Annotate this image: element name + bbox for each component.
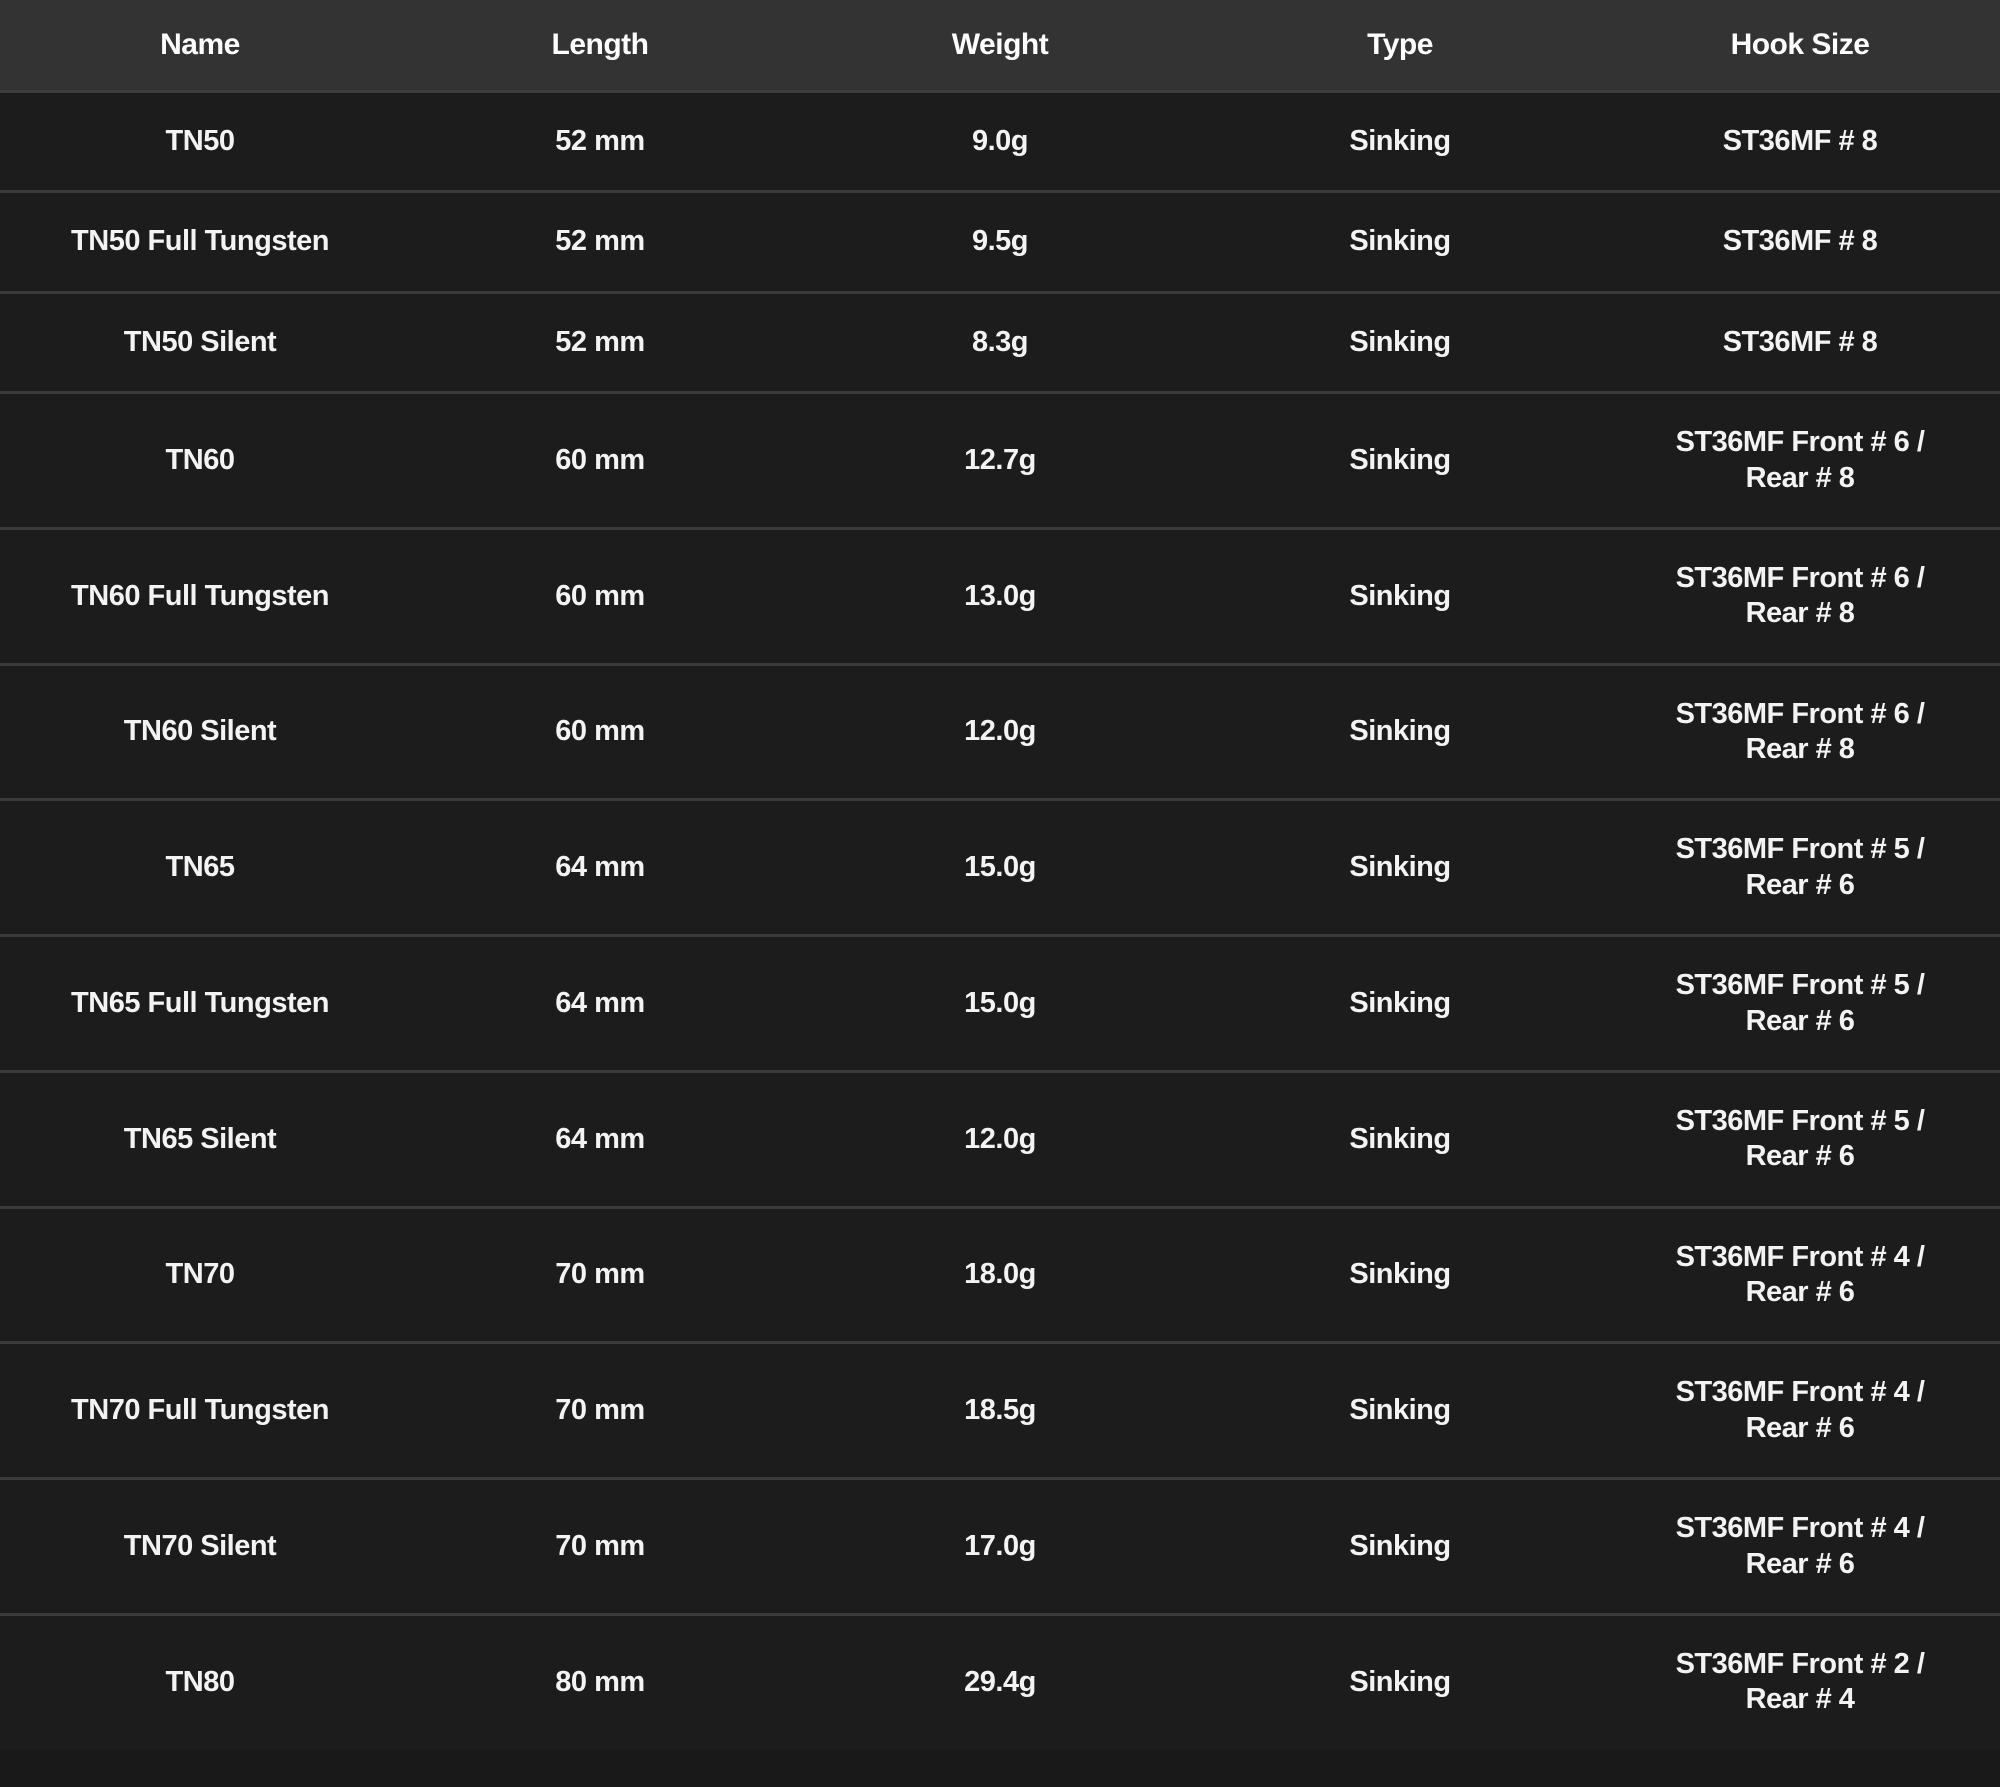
cell-hook-size: ST36MF # 8 xyxy=(1600,191,2000,293)
cell-weight: 15.0g xyxy=(800,799,1200,936)
cell-length: 60 mm xyxy=(400,664,800,800)
cell-hook-size: ST36MF Front # 5 / Rear # 6 xyxy=(1600,1071,2000,1208)
table-row: TN80 80 mm 29.4g Sinking ST36MF Front # … xyxy=(0,1614,2000,1749)
cell-hook-size: ST36MF Front # 6 / Rear # 8 xyxy=(1600,664,2000,800)
cell-weight: 29.4g xyxy=(800,1614,1200,1749)
cell-hook-size: ST36MF Front # 6 / Rear # 8 xyxy=(1600,392,2000,529)
table-row: TN70 Full Tungsten 70 mm 18.5g Sinking S… xyxy=(0,1342,2000,1479)
table-row: TN70 Silent 70 mm 17.0g Sinking ST36MF F… xyxy=(0,1478,2000,1615)
cell-weight: 18.5g xyxy=(800,1342,1200,1479)
cell-length: 70 mm xyxy=(400,1342,800,1479)
lure-spec-table: Name Length Weight Type Hook Size TN50 5… xyxy=(0,0,2000,1749)
cell-length: 70 mm xyxy=(400,1478,800,1615)
cell-type: Sinking xyxy=(1200,1342,1600,1479)
cell-type: Sinking xyxy=(1200,528,1600,665)
table-row: TN50 Silent 52 mm 8.3g Sinking ST36MF # … xyxy=(0,292,2000,393)
cell-length: 60 mm xyxy=(400,392,800,529)
table-header: Name Length Weight Type Hook Size xyxy=(0,0,2000,93)
cell-hook-size: ST36MF Front # 6 / Rear # 8 xyxy=(1600,528,2000,665)
cell-length: 64 mm xyxy=(400,935,800,1072)
cell-name: TN80 xyxy=(0,1614,400,1749)
cell-name: TN65 xyxy=(0,799,400,936)
cell-hook-size: ST36MF Front # 4 / Rear # 6 xyxy=(1600,1207,2000,1343)
cell-weight: 9.0g xyxy=(800,91,1200,192)
cell-name: TN50 xyxy=(0,91,400,192)
cell-name: TN50 Full Tungsten xyxy=(0,191,400,293)
cell-length: 70 mm xyxy=(400,1207,800,1343)
cell-hook-size: ST36MF Front # 5 / Rear # 6 xyxy=(1600,935,2000,1072)
cell-name: TN70 Full Tungsten xyxy=(0,1342,400,1479)
cell-hook-size: ST36MF # 8 xyxy=(1600,91,2000,192)
cell-hook-size: ST36MF # 8 xyxy=(1600,292,2000,393)
cell-type: Sinking xyxy=(1200,392,1600,529)
cell-length: 52 mm xyxy=(400,292,800,393)
column-header-hook-size: Hook Size xyxy=(1600,0,2000,93)
cell-name: TN60 Silent xyxy=(0,664,400,800)
cell-type: Sinking xyxy=(1200,1478,1600,1615)
cell-type: Sinking xyxy=(1200,799,1600,936)
table-row: TN50 Full Tungsten 52 mm 9.5g Sinking ST… xyxy=(0,191,2000,293)
cell-hook-size: ST36MF Front # 4 / Rear # 6 xyxy=(1600,1342,2000,1479)
cell-length: 60 mm xyxy=(400,528,800,665)
cell-name: TN60 Full Tungsten xyxy=(0,528,400,665)
cell-type: Sinking xyxy=(1200,1071,1600,1208)
cell-name: TN70 xyxy=(0,1207,400,1343)
cell-weight: 12.0g xyxy=(800,1071,1200,1208)
cell-length: 80 mm xyxy=(400,1614,800,1749)
cell-name: TN70 Silent xyxy=(0,1478,400,1615)
cell-name: TN60 xyxy=(0,392,400,529)
table-row: TN60 Silent 60 mm 12.0g Sinking ST36MF F… xyxy=(0,664,2000,800)
cell-weight: 12.0g xyxy=(800,664,1200,800)
cell-weight: 15.0g xyxy=(800,935,1200,1072)
cell-length: 64 mm xyxy=(400,1071,800,1208)
cell-type: Sinking xyxy=(1200,1207,1600,1343)
table-body: TN50 52 mm 9.0g Sinking ST36MF # 8 TN50 … xyxy=(0,91,2000,1749)
cell-length: 52 mm xyxy=(400,191,800,293)
cell-type: Sinking xyxy=(1200,935,1600,1072)
table-row: TN70 70 mm 18.0g Sinking ST36MF Front # … xyxy=(0,1207,2000,1343)
cell-weight: 17.0g xyxy=(800,1478,1200,1615)
cell-type: Sinking xyxy=(1200,292,1600,393)
cell-weight: 8.3g xyxy=(800,292,1200,393)
cell-type: Sinking xyxy=(1200,91,1600,192)
cell-name: TN50 Silent xyxy=(0,292,400,393)
cell-weight: 12.7g xyxy=(800,392,1200,529)
cell-weight: 18.0g xyxy=(800,1207,1200,1343)
table-row: TN65 Silent 64 mm 12.0g Sinking ST36MF F… xyxy=(0,1071,2000,1208)
cell-hook-size: ST36MF Front # 4 / Rear # 6 xyxy=(1600,1478,2000,1615)
cell-name: TN65 Full Tungsten xyxy=(0,935,400,1072)
cell-name: TN65 Silent xyxy=(0,1071,400,1208)
table-row: TN60 60 mm 12.7g Sinking ST36MF Front # … xyxy=(0,392,2000,529)
cell-length: 64 mm xyxy=(400,799,800,936)
cell-weight: 9.5g xyxy=(800,191,1200,293)
column-header-length: Length xyxy=(400,0,800,93)
cell-length: 52 mm xyxy=(400,91,800,192)
table-row: TN65 Full Tungsten 64 mm 15.0g Sinking S… xyxy=(0,935,2000,1072)
header-row: Name Length Weight Type Hook Size xyxy=(0,0,2000,93)
cell-hook-size: ST36MF Front # 5 / Rear # 6 xyxy=(1600,799,2000,936)
cell-type: Sinking xyxy=(1200,1614,1600,1749)
cell-weight: 13.0g xyxy=(800,528,1200,665)
table-row: TN65 64 mm 15.0g Sinking ST36MF Front # … xyxy=(0,799,2000,936)
column-header-weight: Weight xyxy=(800,0,1200,93)
column-header-type: Type xyxy=(1200,0,1600,93)
cell-type: Sinking xyxy=(1200,191,1600,293)
table-row: TN60 Full Tungsten 60 mm 13.0g Sinking S… xyxy=(0,528,2000,665)
table-row: TN50 52 mm 9.0g Sinking ST36MF # 8 xyxy=(0,91,2000,192)
cell-hook-size: ST36MF Front # 2 / Rear # 4 xyxy=(1600,1614,2000,1749)
column-header-name: Name xyxy=(0,0,400,93)
cell-type: Sinking xyxy=(1200,664,1600,800)
